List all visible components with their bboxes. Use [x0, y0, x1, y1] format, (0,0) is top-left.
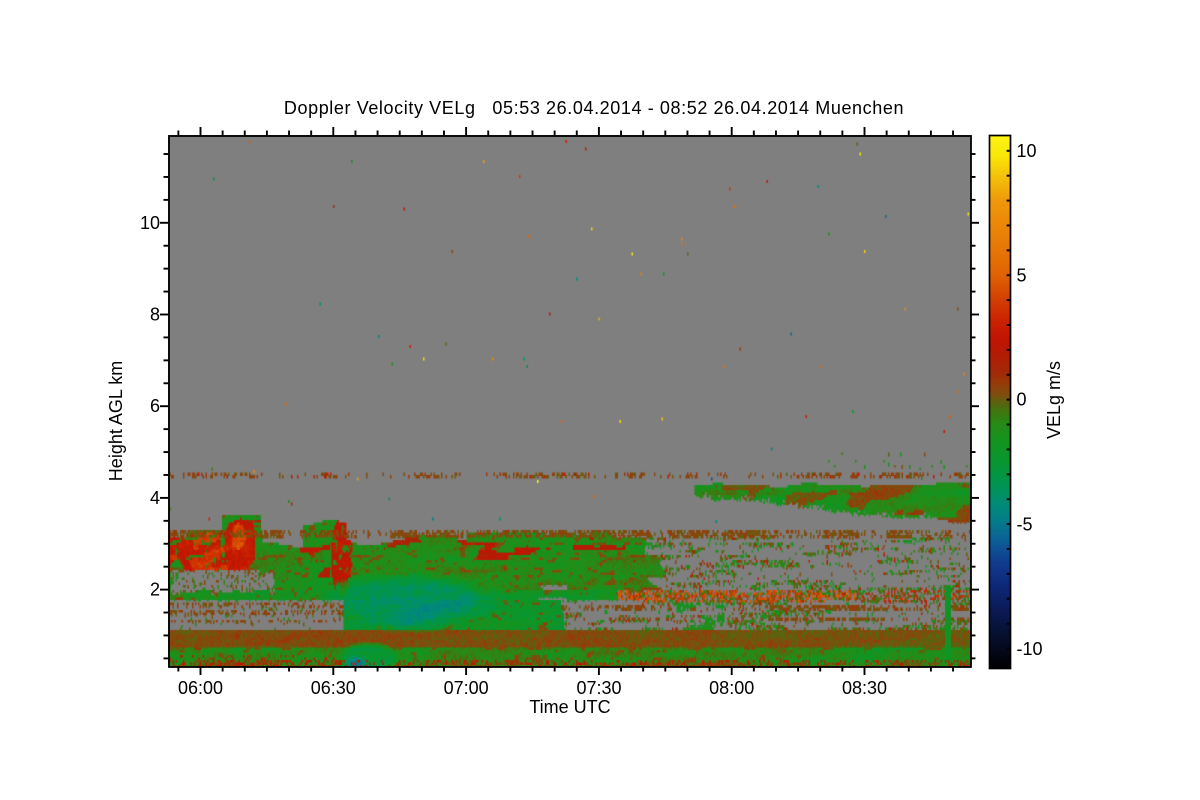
svg-text:06:30: 06:30 [311, 678, 356, 698]
svg-text:-10: -10 [1017, 639, 1043, 659]
svg-text:10: 10 [1017, 141, 1037, 161]
svg-text:Doppler Velocity VELg 05:53: Doppler Velocity VELg 05:53 26.04.2014 -… [284, 98, 904, 118]
svg-text:Time UTC: Time UTC [529, 697, 610, 717]
svg-text:08:30: 08:30 [842, 678, 887, 698]
svg-text:10: 10 [140, 213, 160, 233]
svg-text:2: 2 [150, 580, 160, 600]
svg-text:08:00: 08:00 [709, 678, 754, 698]
svg-text:-5: -5 [1017, 515, 1033, 535]
svg-text:VELg m/s: VELg m/s [1044, 361, 1064, 439]
svg-text:0: 0 [1017, 390, 1027, 410]
svg-text:4: 4 [150, 488, 160, 508]
svg-text:Height AGL km: Height AGL km [106, 361, 126, 481]
svg-text:6: 6 [150, 396, 160, 416]
svg-text:07:30: 07:30 [576, 678, 621, 698]
svg-text:07:00: 07:00 [444, 678, 489, 698]
svg-text:06:00: 06:00 [178, 678, 223, 698]
svg-text:5: 5 [1017, 265, 1027, 285]
svg-text:8: 8 [150, 305, 160, 325]
